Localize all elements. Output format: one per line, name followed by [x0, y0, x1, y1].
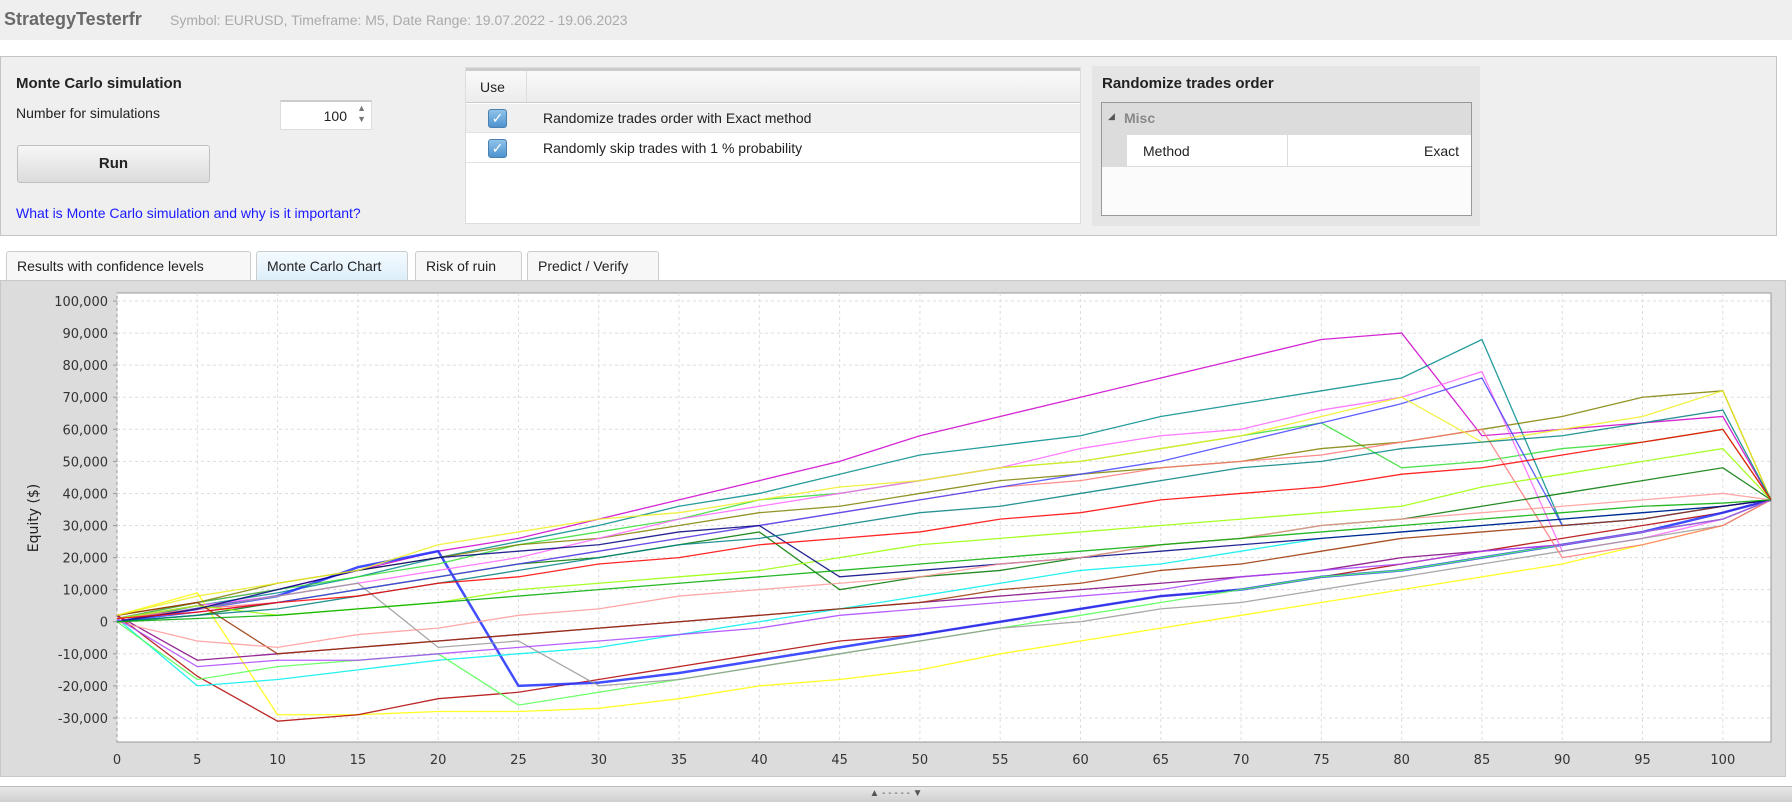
simulation-line: [116, 499, 1772, 687]
x-tick-label: 10: [269, 753, 286, 768]
x-tick-label: 0: [113, 753, 121, 768]
x-tick-label: 35: [671, 753, 688, 768]
y-tick-label: -20,000: [58, 680, 108, 695]
simulation-line: [116, 428, 1772, 620]
x-tick-label: 55: [992, 753, 1009, 768]
table-header: Use: [466, 68, 1080, 103]
y-tick-label: 80,000: [63, 359, 109, 374]
simulation-count-value: 100: [323, 108, 347, 124]
y-tick-label: 0: [100, 616, 108, 631]
y-tick-label: 50,000: [63, 455, 109, 470]
plot-area: [116, 292, 1772, 743]
category-row[interactable]: ◢ Misc: [1102, 103, 1471, 135]
column-divider: [526, 71, 527, 102]
x-tick-label: 100: [1710, 753, 1735, 768]
x-tick-label: 85: [1474, 753, 1491, 768]
collapse-triangle-icon[interactable]: ◢: [1108, 111, 1115, 121]
y-tick-label: 30,000: [63, 520, 109, 535]
tab-risk-of-ruin[interactable]: Risk of ruin: [415, 251, 522, 280]
tab-predict-verify[interactable]: Predict / Verify: [527, 251, 659, 280]
table-row[interactable]: ✓ Randomly skip trades with 1 % probabil…: [466, 134, 1080, 163]
y-tick-label: 90,000: [63, 327, 109, 342]
splitter-handle[interactable]: ▲ - - - - - ▼: [0, 786, 1792, 802]
simulation-count-spinner[interactable]: 100 ▲ ▼: [280, 100, 372, 130]
checkbox-checked-icon[interactable]: ✓: [488, 139, 507, 158]
x-tick-label: 30: [590, 753, 607, 768]
y-tick-label: 70,000: [63, 391, 109, 406]
checkbox-checked-icon[interactable]: ✓: [488, 109, 507, 128]
option-label: Randomly skip trades with 1 % probabilit…: [543, 140, 803, 156]
property-row[interactable]: Method Exact: [1102, 135, 1471, 167]
options-table: Use ✓ Randomize trades order with Exact …: [465, 67, 1081, 224]
x-tick-label: 45: [831, 753, 848, 768]
help-link[interactable]: What is Monte Carlo simulation and why i…: [16, 205, 361, 221]
y-tick-label: -10,000: [58, 648, 108, 663]
x-tick-label: 15: [350, 753, 367, 768]
app-title: StrategyTesterfr: [4, 9, 142, 29]
property-value[interactable]: Exact: [1423, 143, 1459, 159]
x-tick-label: 95: [1634, 753, 1651, 768]
equity-chart: 0 5 10 15 20 25 30 35 40 45 50 55 60 65 70 75 80 85 90 95 10…: [26, 292, 1772, 768]
simulation-line: [116, 499, 1772, 655]
x-tick-label: 50: [912, 753, 929, 768]
x-tick-label: 90: [1554, 753, 1571, 768]
simulation-line: [116, 492, 1772, 649]
property-panel: Randomize trades order ◢ Misc Method Exa…: [1092, 66, 1480, 226]
chart-panel: 0 5 10 15 20 25 30 35 40 45 50 55 60 65 70 75 80 85 90 95 10…: [0, 280, 1786, 777]
y-tick-label: -30,000: [58, 712, 108, 727]
y-tick-label: 100,000: [54, 295, 108, 310]
simulation-count-label: Number for simulations: [16, 105, 160, 121]
x-tick-label: 70: [1233, 753, 1250, 768]
x-tick-label: 25: [510, 753, 527, 768]
simulation-line: [116, 499, 1772, 623]
settings-panel: Monte Carlo simulation Number for simula…: [0, 56, 1777, 236]
simulation-line: [116, 499, 1772, 668]
run-button[interactable]: Run: [17, 145, 210, 183]
x-tick-label: 20: [430, 753, 447, 768]
x-tick-label: 80: [1393, 753, 1410, 768]
test-info: Symbol: EURUSD, Timeframe: M5, Date Rang…: [170, 12, 628, 28]
property-panel-title: Randomize trades order: [1102, 75, 1274, 92]
simulation-heading: Monte Carlo simulation: [16, 75, 182, 92]
y-tick-label: 20,000: [63, 552, 109, 567]
x-tick-label: 65: [1153, 753, 1170, 768]
y-tick-label: 60,000: [63, 423, 109, 438]
y-tick-label: 10,000: [63, 584, 109, 599]
y-axis-label: Equity ($): [26, 484, 42, 553]
simulation-line: [116, 377, 1772, 623]
x-tick-label: 75: [1313, 753, 1330, 768]
tab-monte-carlo-chart[interactable]: Monte Carlo Chart: [256, 251, 408, 280]
spinner-arrows-icon[interactable]: ▲ ▼: [357, 103, 366, 124]
x-tick-label: 40: [751, 753, 768, 768]
title-bar: StrategyTesterfr Symbol: EURUSD, Timefra…: [0, 0, 1792, 40]
y-tick-label: 40,000: [63, 487, 109, 502]
x-tick-label: 60: [1072, 753, 1089, 768]
option-label: Randomize trades order with Exact method: [543, 110, 812, 126]
tab-results[interactable]: Results with confidence levels: [6, 251, 251, 280]
simulation-line: [116, 390, 1772, 616]
category-label: Misc: [1124, 110, 1156, 126]
table-row[interactable]: ✓ Randomize trades order with Exact meth…: [466, 104, 1080, 133]
simulation-line: [116, 499, 1772, 716]
simulation-line: [116, 499, 1772, 623]
property-name: Method: [1143, 143, 1190, 159]
use-column-header[interactable]: Use: [480, 79, 505, 95]
x-tick-label: 5: [193, 753, 201, 768]
property-grid: ◢ Misc Method Exact: [1101, 102, 1472, 216]
simulation-line: [116, 338, 1772, 623]
